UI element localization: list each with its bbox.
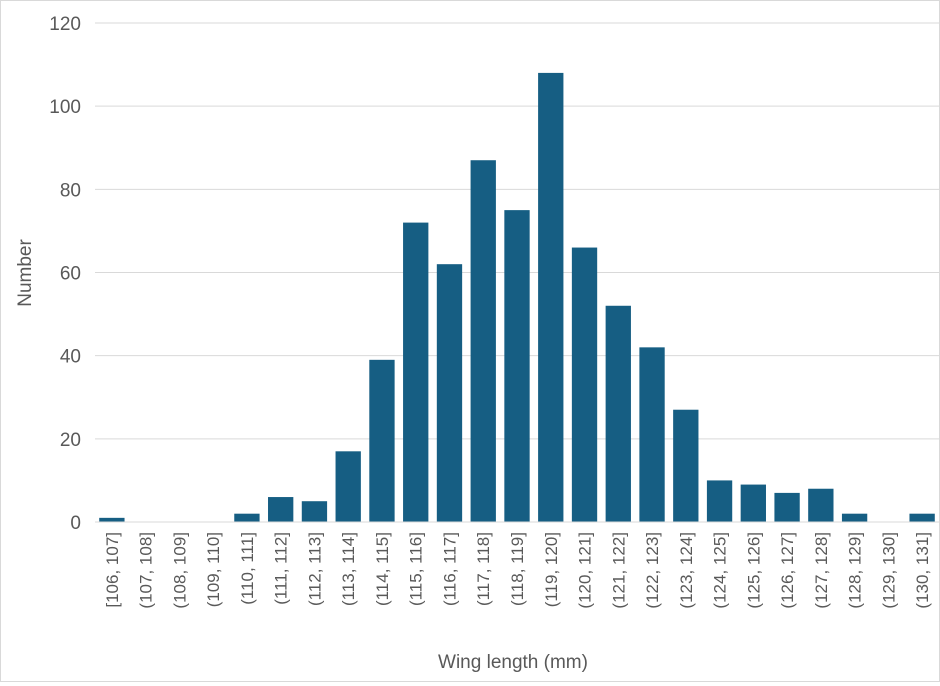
bar	[639, 347, 665, 522]
bar	[470, 160, 496, 522]
x-axis-title: Wing length (mm)	[438, 652, 588, 673]
x-tick-label: (109, 110]	[204, 532, 223, 607]
bar	[436, 264, 463, 522]
x-tick-label: (108, 109]	[170, 532, 189, 609]
bar	[808, 488, 834, 522]
x-tick-label: (119, 120]	[542, 532, 561, 607]
x-tick-label: (123, 124]	[677, 532, 696, 609]
x-tick-label: (114, 115]	[373, 532, 392, 606]
y-axis-ticks: 0 20 40 60 80 100 120	[49, 14, 81, 534]
x-tick-label: (125, 126]	[744, 532, 763, 609]
x-tick-label: (122, 123]	[643, 532, 662, 609]
bar	[538, 72, 564, 523]
bar	[369, 359, 395, 522]
x-tick-label: (120, 121]	[576, 532, 595, 609]
x-tick-label: (111, 112]	[272, 532, 291, 605]
y-tick-label: 120	[49, 14, 81, 35]
y-tick-label: 20	[60, 430, 81, 451]
x-tick-label: (117, 118]	[474, 532, 493, 606]
bar	[571, 247, 598, 523]
bar	[909, 513, 935, 522]
x-tick-label: (129, 130]	[879, 532, 898, 609]
x-tick-label: (128, 129]	[846, 532, 865, 609]
x-tick-label: (116, 117]	[440, 532, 459, 606]
x-tick-label: [106, 107]	[103, 532, 122, 608]
bar	[740, 484, 766, 522]
x-axis-ticks: [106, 107] (107, 108] (108, 109] (109, 110]…	[103, 532, 932, 609]
bar	[268, 497, 294, 522]
x-tick-label: (127, 128]	[812, 532, 831, 609]
x-tick-label: (107, 108]	[137, 532, 156, 609]
y-tick-label: 100	[49, 97, 81, 118]
bar	[605, 305, 631, 522]
bar	[841, 513, 868, 522]
y-tick-label: 0	[70, 513, 81, 534]
bar	[673, 409, 699, 522]
x-tick-label: (110, 111]	[238, 532, 257, 605]
bar	[335, 451, 361, 522]
bar	[99, 517, 125, 522]
y-tick-label: 40	[60, 347, 81, 368]
bar	[403, 222, 429, 522]
x-tick-label: (121, 122]	[609, 532, 628, 609]
bar	[774, 492, 800, 522]
y-axis-title: Number	[15, 239, 36, 307]
x-tick-label: (126, 127]	[778, 532, 797, 609]
x-tick-label: (118, 119]	[508, 532, 527, 606]
x-tick-label: (130, 131]	[913, 532, 932, 609]
y-tick-label: 60	[60, 264, 81, 285]
bar	[504, 210, 530, 522]
bars	[99, 72, 935, 523]
x-tick-label: (112, 113]	[305, 532, 324, 606]
x-tick-label: (124, 125]	[711, 532, 730, 609]
y-tick-label: 80	[60, 180, 81, 201]
x-tick-label: (115, 116]	[407, 532, 426, 606]
bar	[706, 480, 733, 522]
x-tick-label: (113, 114]	[339, 532, 358, 606]
bar	[301, 501, 328, 522]
bar	[234, 513, 260, 522]
